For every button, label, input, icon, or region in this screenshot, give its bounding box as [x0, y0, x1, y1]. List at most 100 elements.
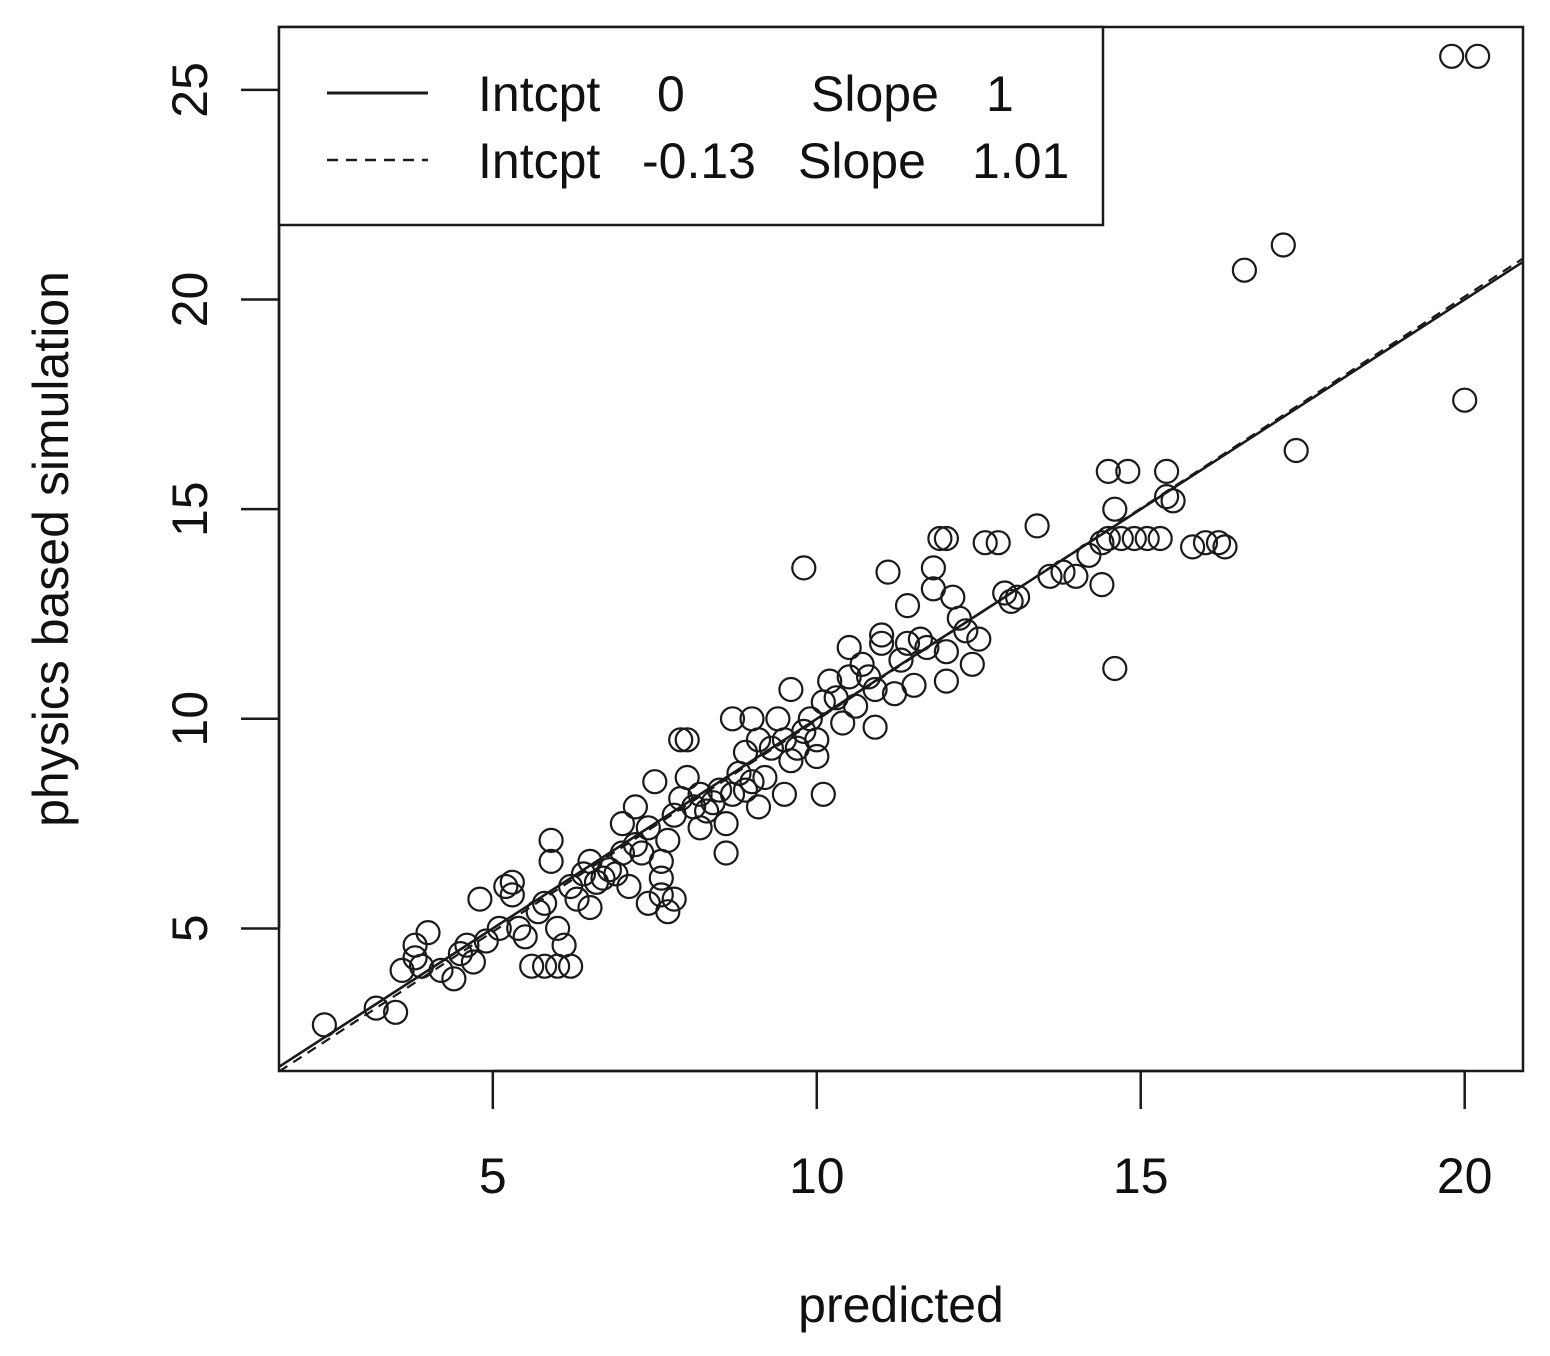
- data-point-153: [1270, 232, 1296, 258]
- data-point-70: [719, 706, 746, 732]
- legend-item-1-slope-label: Slope: [811, 66, 939, 122]
- data-point-144: [1147, 525, 1173, 552]
- data-point-20: [506, 915, 532, 942]
- data-point-52: [648, 848, 674, 875]
- data-point-110: [901, 672, 927, 698]
- data-point-19: [499, 882, 525, 908]
- data-point-148: [1179, 534, 1206, 560]
- data-point-125: [985, 530, 1011, 556]
- data-point-107: [888, 647, 914, 673]
- data-point-132: [1063, 563, 1089, 589]
- data-point-62: [687, 815, 713, 841]
- data-point-72: [732, 777, 759, 803]
- data-point-91: [810, 781, 836, 807]
- fit-line-dashed: [278, 257, 1524, 1073]
- data-point-83: [778, 748, 804, 774]
- data-point-2: [363, 995, 389, 1021]
- data-point-80: [765, 706, 791, 732]
- data-point-105: [875, 559, 901, 585]
- data-point-149: [1192, 530, 1219, 556]
- data-point-112: [914, 634, 940, 661]
- data-point-156: [1452, 387, 1478, 413]
- data-point-45: [622, 794, 649, 820]
- legend-item-1-intcpt-value: 0: [657, 66, 685, 122]
- y-tick-label: 15: [162, 481, 218, 537]
- data-point-117: [933, 639, 960, 665]
- data-point-81: [771, 781, 798, 807]
- data-point-57: [668, 727, 694, 753]
- data-point-152: [1231, 257, 1258, 283]
- data-point-109: [894, 630, 921, 656]
- data-point-14: [467, 886, 493, 912]
- x-axis-label: predicted: [798, 1277, 1004, 1333]
- data-point-86: [791, 555, 817, 581]
- x-axis: 5 10 15 20: [479, 1069, 1493, 1204]
- y-axis-label: physics based simulation: [23, 271, 79, 827]
- y-tick-label: 20: [162, 272, 218, 328]
- data-point-59: [674, 727, 700, 753]
- x-tick-label: 10: [789, 1148, 845, 1204]
- data-point-79: [758, 735, 785, 761]
- data-point-84: [778, 676, 804, 703]
- data-point-13: [460, 949, 486, 975]
- data-point-135: [1089, 571, 1115, 598]
- x-tick-label: 5: [479, 1148, 507, 1204]
- data-point-29: [544, 915, 571, 942]
- data-point-126: [992, 580, 1018, 606]
- x-tick-label: 15: [1113, 1148, 1169, 1204]
- data-point-33: [564, 886, 590, 912]
- data-point-136: [1095, 458, 1121, 484]
- data-point-16: [486, 915, 512, 942]
- legend-item-2-slope-label: Slope: [798, 133, 926, 189]
- data-point-139: [1102, 655, 1128, 682]
- data-point-124: [972, 530, 998, 556]
- data-point-87: [791, 718, 817, 745]
- data-point-34: [570, 861, 597, 887]
- data-point-142: [1121, 525, 1147, 552]
- data-point-114: [920, 555, 947, 581]
- data-point-3: [383, 999, 409, 1025]
- points-layer: [311, 43, 1491, 1038]
- data-point-90: [804, 727, 830, 753]
- data-point-118: [933, 668, 960, 694]
- legend-item-2-slope-value: 1.01: [972, 133, 1069, 189]
- data-point-22: [519, 953, 545, 979]
- data-point-7: [415, 919, 441, 946]
- data-point-64: [693, 798, 720, 824]
- fit-line-solid: [278, 260, 1524, 1068]
- data-point-38: [590, 865, 616, 891]
- data-point-51: [648, 865, 674, 891]
- data-point-27: [538, 848, 564, 875]
- data-point-17: [493, 873, 519, 900]
- data-point-40: [603, 861, 629, 887]
- data-point-155: [1439, 43, 1465, 69]
- data-point-4: [389, 957, 415, 984]
- legend-item-1-intcpt-label: Intcpt: [478, 66, 600, 122]
- data-point-39: [596, 857, 623, 883]
- data-point-150: [1205, 530, 1232, 556]
- data-point-11: [447, 940, 473, 967]
- data-point-99: [849, 651, 875, 677]
- y-tick-label: 10: [162, 691, 218, 747]
- data-point-43: [616, 873, 642, 900]
- data-point-115: [927, 525, 953, 552]
- x-tick-label: 20: [1437, 1148, 1493, 1204]
- legend-item-2-intcpt-label: Intcpt: [478, 133, 600, 189]
- data-point-138: [1102, 496, 1128, 522]
- data-point-146: [1153, 484, 1180, 510]
- data-point-74: [739, 769, 765, 795]
- data-point-96: [836, 664, 862, 690]
- data-point-78: [752, 764, 778, 791]
- data-point-123: [966, 626, 992, 652]
- data-point-68: [713, 840, 739, 866]
- fit-lines-layer: [278, 257, 1524, 1073]
- data-point-26: [538, 827, 564, 854]
- data-point-31: [557, 953, 584, 979]
- data-point-95: [830, 710, 856, 736]
- data-point-154: [1283, 437, 1309, 464]
- data-point-101: [862, 714, 888, 740]
- data-point-140: [1108, 525, 1134, 552]
- data-point-53: [655, 899, 681, 925]
- data-point-21: [512, 924, 538, 950]
